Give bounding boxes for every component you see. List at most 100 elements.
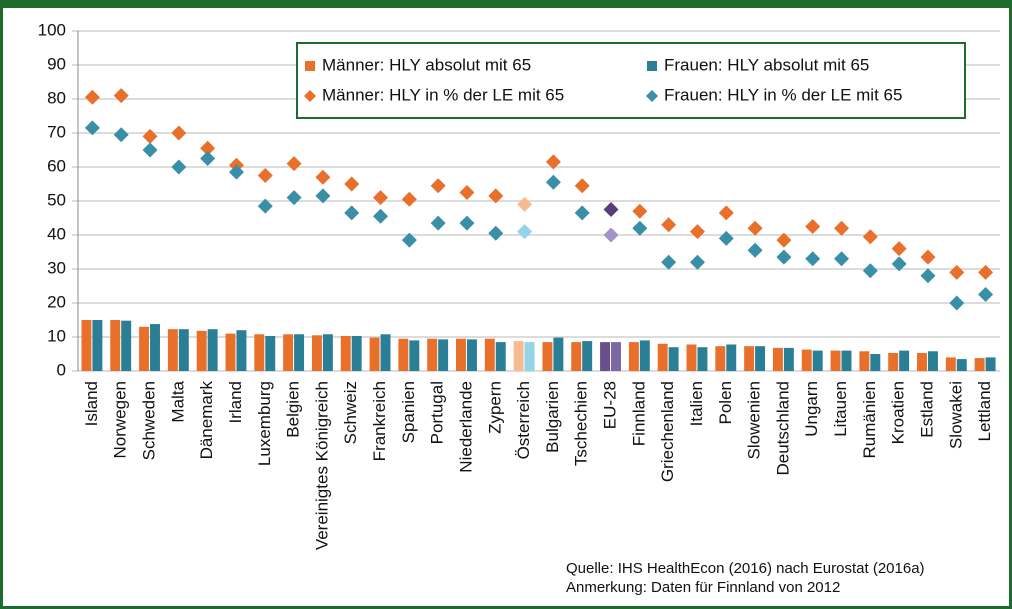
diamond-marker	[286, 156, 302, 172]
plot: 0 10 20 30 40 50 60 70 80 90 100 Island Norwegen Schw…	[38, 20, 1000, 550]
x-tick-label: Rumänien	[860, 381, 879, 459]
diamond-marker	[978, 264, 994, 280]
y-tick-label: 10	[47, 326, 66, 345]
bar	[715, 346, 726, 371]
x-tick-label: Norwegen	[111, 381, 130, 459]
legend-box	[296, 42, 966, 119]
bar	[456, 338, 466, 371]
x-tick-label: Italien	[687, 381, 706, 426]
y-tick-label: 0	[57, 360, 66, 379]
x-tick-label: Litauen	[831, 381, 850, 437]
x-tick-label: EU-28	[601, 381, 620, 429]
bar	[697, 347, 708, 371]
diamond-marker	[171, 159, 187, 175]
x-tick-label: Deutschland	[773, 381, 792, 476]
bar	[513, 341, 524, 371]
x-tick-label: Belgien	[284, 381, 303, 438]
bar	[150, 324, 160, 371]
bar	[311, 335, 322, 371]
diamond-marker	[805, 251, 821, 267]
diamond-marker	[488, 225, 504, 241]
y-tick-label: 20	[47, 292, 66, 311]
diamond-marker	[430, 215, 446, 231]
diamond-marker	[113, 127, 129, 143]
bar	[945, 357, 956, 371]
x-tick-label: Vereinigtes Königreich	[312, 381, 331, 550]
bar	[917, 352, 927, 371]
bar	[265, 335, 276, 371]
diamond-marker	[920, 249, 936, 265]
diamond-marker	[257, 168, 273, 183]
diamond-marker	[632, 203, 648, 219]
diamond-marker	[344, 176, 360, 192]
x-tick-label: Dänemark	[197, 381, 216, 460]
x-tick-label: Slowakei	[946, 381, 965, 449]
diamond-marker	[142, 142, 158, 158]
x-tick-label: Frankreich	[370, 381, 389, 461]
x-tick-label: Schweden	[140, 381, 159, 460]
diamond-marker	[805, 219, 821, 234]
bar	[899, 350, 910, 371]
bar	[956, 359, 967, 371]
x-tick-label: Lettland	[975, 381, 994, 442]
diamond-marker	[776, 232, 792, 248]
x-tick-label: Finnland	[629, 381, 648, 446]
diamond-marker	[171, 125, 187, 141]
x-tick-label: Tschechien	[572, 381, 591, 466]
bar	[92, 320, 103, 371]
bar	[178, 329, 189, 371]
diamond-marker	[84, 120, 100, 136]
bar	[466, 339, 477, 371]
diamond-marker	[603, 227, 619, 243]
diamond-marker	[315, 188, 331, 204]
bar	[726, 344, 737, 371]
x-tick-label: Luxemburg	[255, 381, 274, 466]
diamond-marker	[891, 241, 907, 257]
bar	[110, 320, 121, 371]
diamond-marker	[84, 89, 100, 105]
bar	[438, 339, 449, 371]
bar	[524, 342, 535, 371]
diamond-marker	[661, 254, 677, 270]
legend-label: Männer: HLY in % der LE mit 65	[322, 85, 564, 104]
bar	[755, 346, 766, 371]
diamond-marker	[517, 224, 533, 240]
bar	[225, 333, 236, 371]
diamond-marker	[373, 208, 389, 224]
x-tick-label: Irland	[226, 381, 245, 424]
y-tick-label: 100	[38, 20, 66, 39]
diamond-marker	[949, 295, 965, 311]
bar	[427, 338, 438, 371]
bar	[351, 335, 362, 371]
diamond-marker	[459, 215, 475, 231]
bar	[657, 343, 668, 371]
diamond-marker	[776, 249, 792, 265]
bar	[870, 354, 881, 371]
diamond-marker	[718, 230, 734, 246]
diamond-marker	[401, 191, 417, 207]
diamond-marker	[286, 190, 302, 206]
bar	[974, 358, 985, 371]
bar	[582, 341, 593, 371]
y-tick-label: 40	[47, 224, 66, 243]
bar	[783, 347, 794, 371]
bar	[369, 337, 380, 371]
bar	[686, 344, 697, 371]
bar	[927, 351, 938, 371]
bar	[322, 334, 333, 371]
bar	[611, 342, 621, 371]
x-tick-label: Bulgarien	[543, 381, 562, 453]
x-tick-label: Ungarn	[802, 381, 821, 437]
y-tick-label: 30	[47, 258, 66, 277]
bar	[830, 350, 841, 371]
y-tick-label: 80	[47, 88, 66, 107]
bar	[888, 352, 899, 371]
x-tick-label: Österreich	[514, 381, 533, 459]
bar	[495, 342, 506, 371]
diamond-marker	[834, 220, 850, 236]
diamond-marker	[689, 224, 705, 240]
diamond-marker	[574, 205, 590, 221]
diamond-marker	[891, 256, 907, 272]
bar	[121, 320, 132, 371]
bar	[484, 338, 495, 371]
